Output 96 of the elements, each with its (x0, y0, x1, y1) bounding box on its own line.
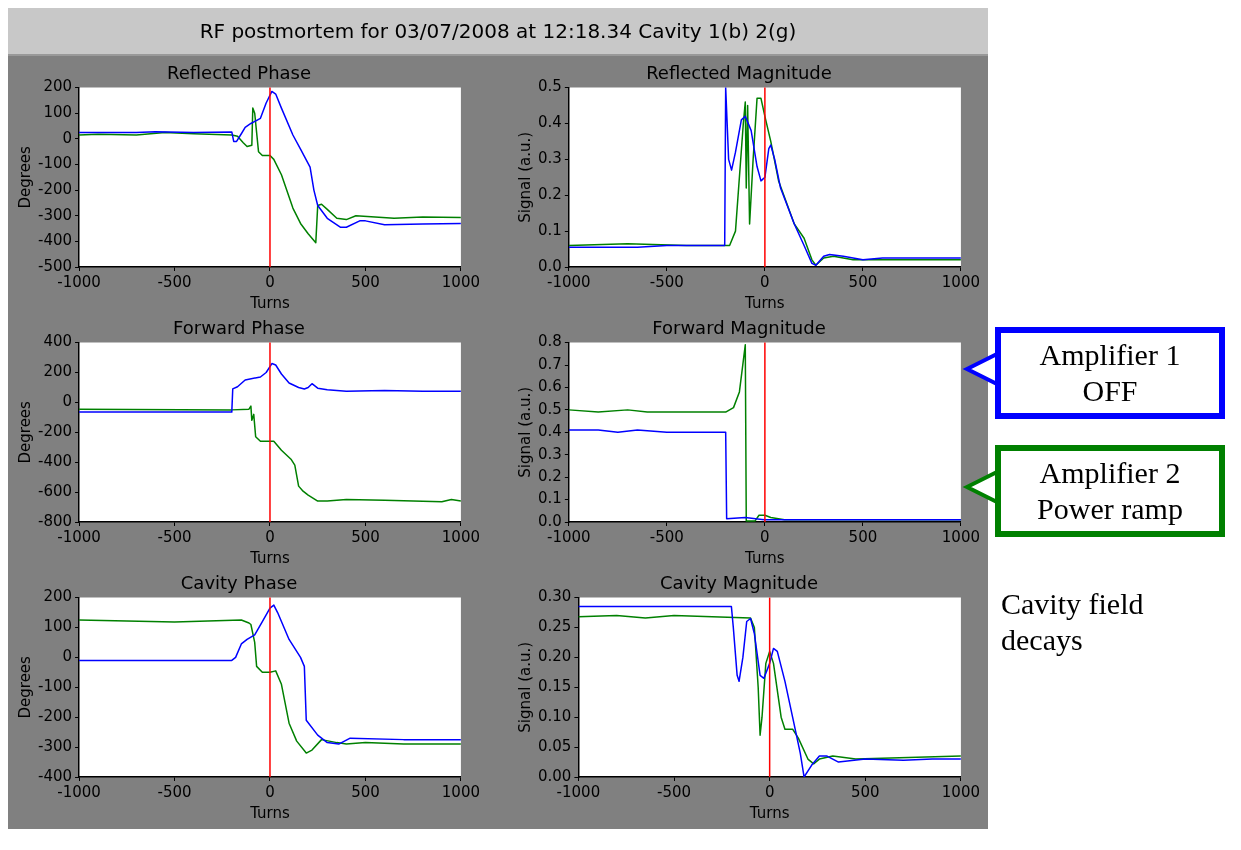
y-tick-label: 400 (43, 332, 73, 351)
x-axis-title: Turns (744, 548, 785, 567)
y-tick-label: 0.6 (538, 377, 562, 396)
y-tick-label: -300 (38, 736, 73, 755)
y-tick-label: 0.1 (538, 489, 562, 508)
x-tick-label: -1000 (57, 527, 101, 546)
y-tick-label: 0.00 (537, 766, 572, 785)
x-axis-title: Turns (744, 293, 785, 312)
y-tick-label: 0.7 (538, 354, 562, 373)
y-tick-label: -100 (38, 677, 73, 696)
y-tick-label: 200 (43, 362, 73, 381)
y-tick-label: 0.30 (537, 587, 572, 606)
x-tick-label: 0 (265, 782, 275, 801)
y-tick-label: 0.8 (538, 332, 562, 351)
x-tick-label: 1000 (441, 527, 481, 546)
y-tick-label: 0.15 (537, 677, 572, 696)
y-tick-label: 200 (43, 587, 73, 606)
x-axis-title: Turns (249, 803, 290, 822)
y-tick-label: 0.5 (538, 77, 562, 96)
y-tick-label: -200 (38, 422, 73, 441)
y-tick-label: 0.4 (538, 422, 562, 441)
y-tick-label: 100 (43, 103, 73, 122)
y-tick-label: 0.10 (537, 707, 572, 726)
y-axis-title: Degrees (15, 145, 34, 209)
y-tick-label: 0.0 (538, 511, 562, 530)
y-tick-label: -400 (38, 452, 73, 471)
chart-title: Reflected Phase (166, 62, 312, 84)
text: Amplifier 1 OFF (995, 327, 1225, 419)
x-tick-label: 0 (265, 272, 275, 291)
chart-title: Reflected Magnitude (646, 62, 832, 84)
x-tick-label: 1000 (441, 782, 481, 801)
y-tick-label: 0 (62, 392, 73, 411)
chart-title: Cavity Magnitude (659, 572, 819, 594)
x-tick-label: 1000 (941, 272, 981, 291)
y-tick-label: 0.2 (538, 185, 562, 204)
y-tick-label: 0 (62, 647, 73, 666)
x-tick-label: -1000 (547, 527, 591, 546)
chart-title: Forward Magnitude (652, 317, 826, 339)
x-tick-label: -1000 (547, 272, 591, 291)
y-tick-label: 200 (43, 77, 73, 96)
x-tick-label: -500 (157, 782, 192, 801)
y-tick-label: 0.4 (538, 113, 562, 132)
text: RF postmortem for 03/07/2008 at 12:18.34 Cavity 1(b) 2(g) (8, 8, 988, 56)
y-axis-title: Degrees (15, 400, 34, 464)
y-tick-label: -400 (38, 231, 73, 250)
y-axis-title: Signal (a.u.) (515, 131, 534, 223)
y-tick-label: 0.3 (538, 149, 562, 168)
y-axis-title: Degrees (15, 655, 34, 719)
y-tick-label: -400 (38, 766, 73, 785)
x-tick-label: -500 (157, 272, 192, 291)
x-tick-label: 1000 (941, 782, 981, 801)
y-tick-label: 0.20 (537, 647, 572, 666)
y-tick-label: -100 (38, 154, 73, 173)
y-tick-label: 0.2 (538, 467, 562, 486)
x-tick-label: -500 (649, 527, 684, 546)
x-tick-label: 0 (764, 782, 775, 801)
x-tick-label: 500 (848, 272, 878, 291)
y-tick-label: -800 (38, 511, 73, 530)
text: Cavity field decays (995, 582, 1225, 662)
y-tick-label: 0.5 (538, 399, 562, 418)
y-tick-label: 0 (62, 128, 73, 147)
y-tick-label: -200 (38, 707, 73, 726)
text: Amplifier 2 Power ramp (995, 445, 1225, 537)
y-tick-label: 0.0 (538, 256, 562, 275)
x-tick-label: -500 (649, 272, 684, 291)
x-tick-label: -500 (657, 782, 692, 801)
x-tick-label: -1000 (556, 782, 601, 801)
x-tick-label: 500 (850, 782, 880, 801)
y-axis-title: Signal (a.u.) (515, 386, 534, 478)
x-tick-label: 500 (351, 527, 380, 546)
x-tick-label: 500 (351, 272, 380, 291)
chart-title: Forward Phase (173, 317, 305, 339)
y-tick-label: -200 (38, 180, 73, 198)
x-axis-title: Turns (249, 293, 290, 312)
x-tick-label: -500 (157, 527, 192, 546)
x-tick-label: 500 (848, 527, 878, 546)
y-tick-label: -300 (38, 205, 73, 224)
y-tick-label: 0.25 (537, 617, 572, 636)
y-tick-label: 100 (43, 617, 73, 636)
x-tick-label: 500 (351, 782, 380, 801)
x-tick-label: 0 (760, 272, 770, 291)
chart-title: Cavity Phase (180, 572, 298, 594)
x-axis-title: Turns (249, 548, 290, 567)
x-tick-label: 0 (265, 527, 275, 546)
y-tick-label: 0.05 (537, 736, 572, 755)
x-tick-label: 1000 (941, 527, 981, 546)
x-axis-title: Turns (748, 803, 790, 822)
y-tick-label: -500 (38, 256, 73, 275)
y-tick-label: 0.1 (538, 221, 562, 240)
x-tick-label: -1000 (57, 782, 101, 801)
x-tick-label: -1000 (57, 272, 101, 291)
y-axis-title: Signal (a.u.) (515, 641, 534, 733)
y-tick-label: 0.3 (538, 444, 562, 463)
y-tick-label: -600 (38, 481, 73, 500)
x-tick-label: 0 (760, 527, 770, 546)
x-tick-label: 1000 (441, 272, 481, 291)
